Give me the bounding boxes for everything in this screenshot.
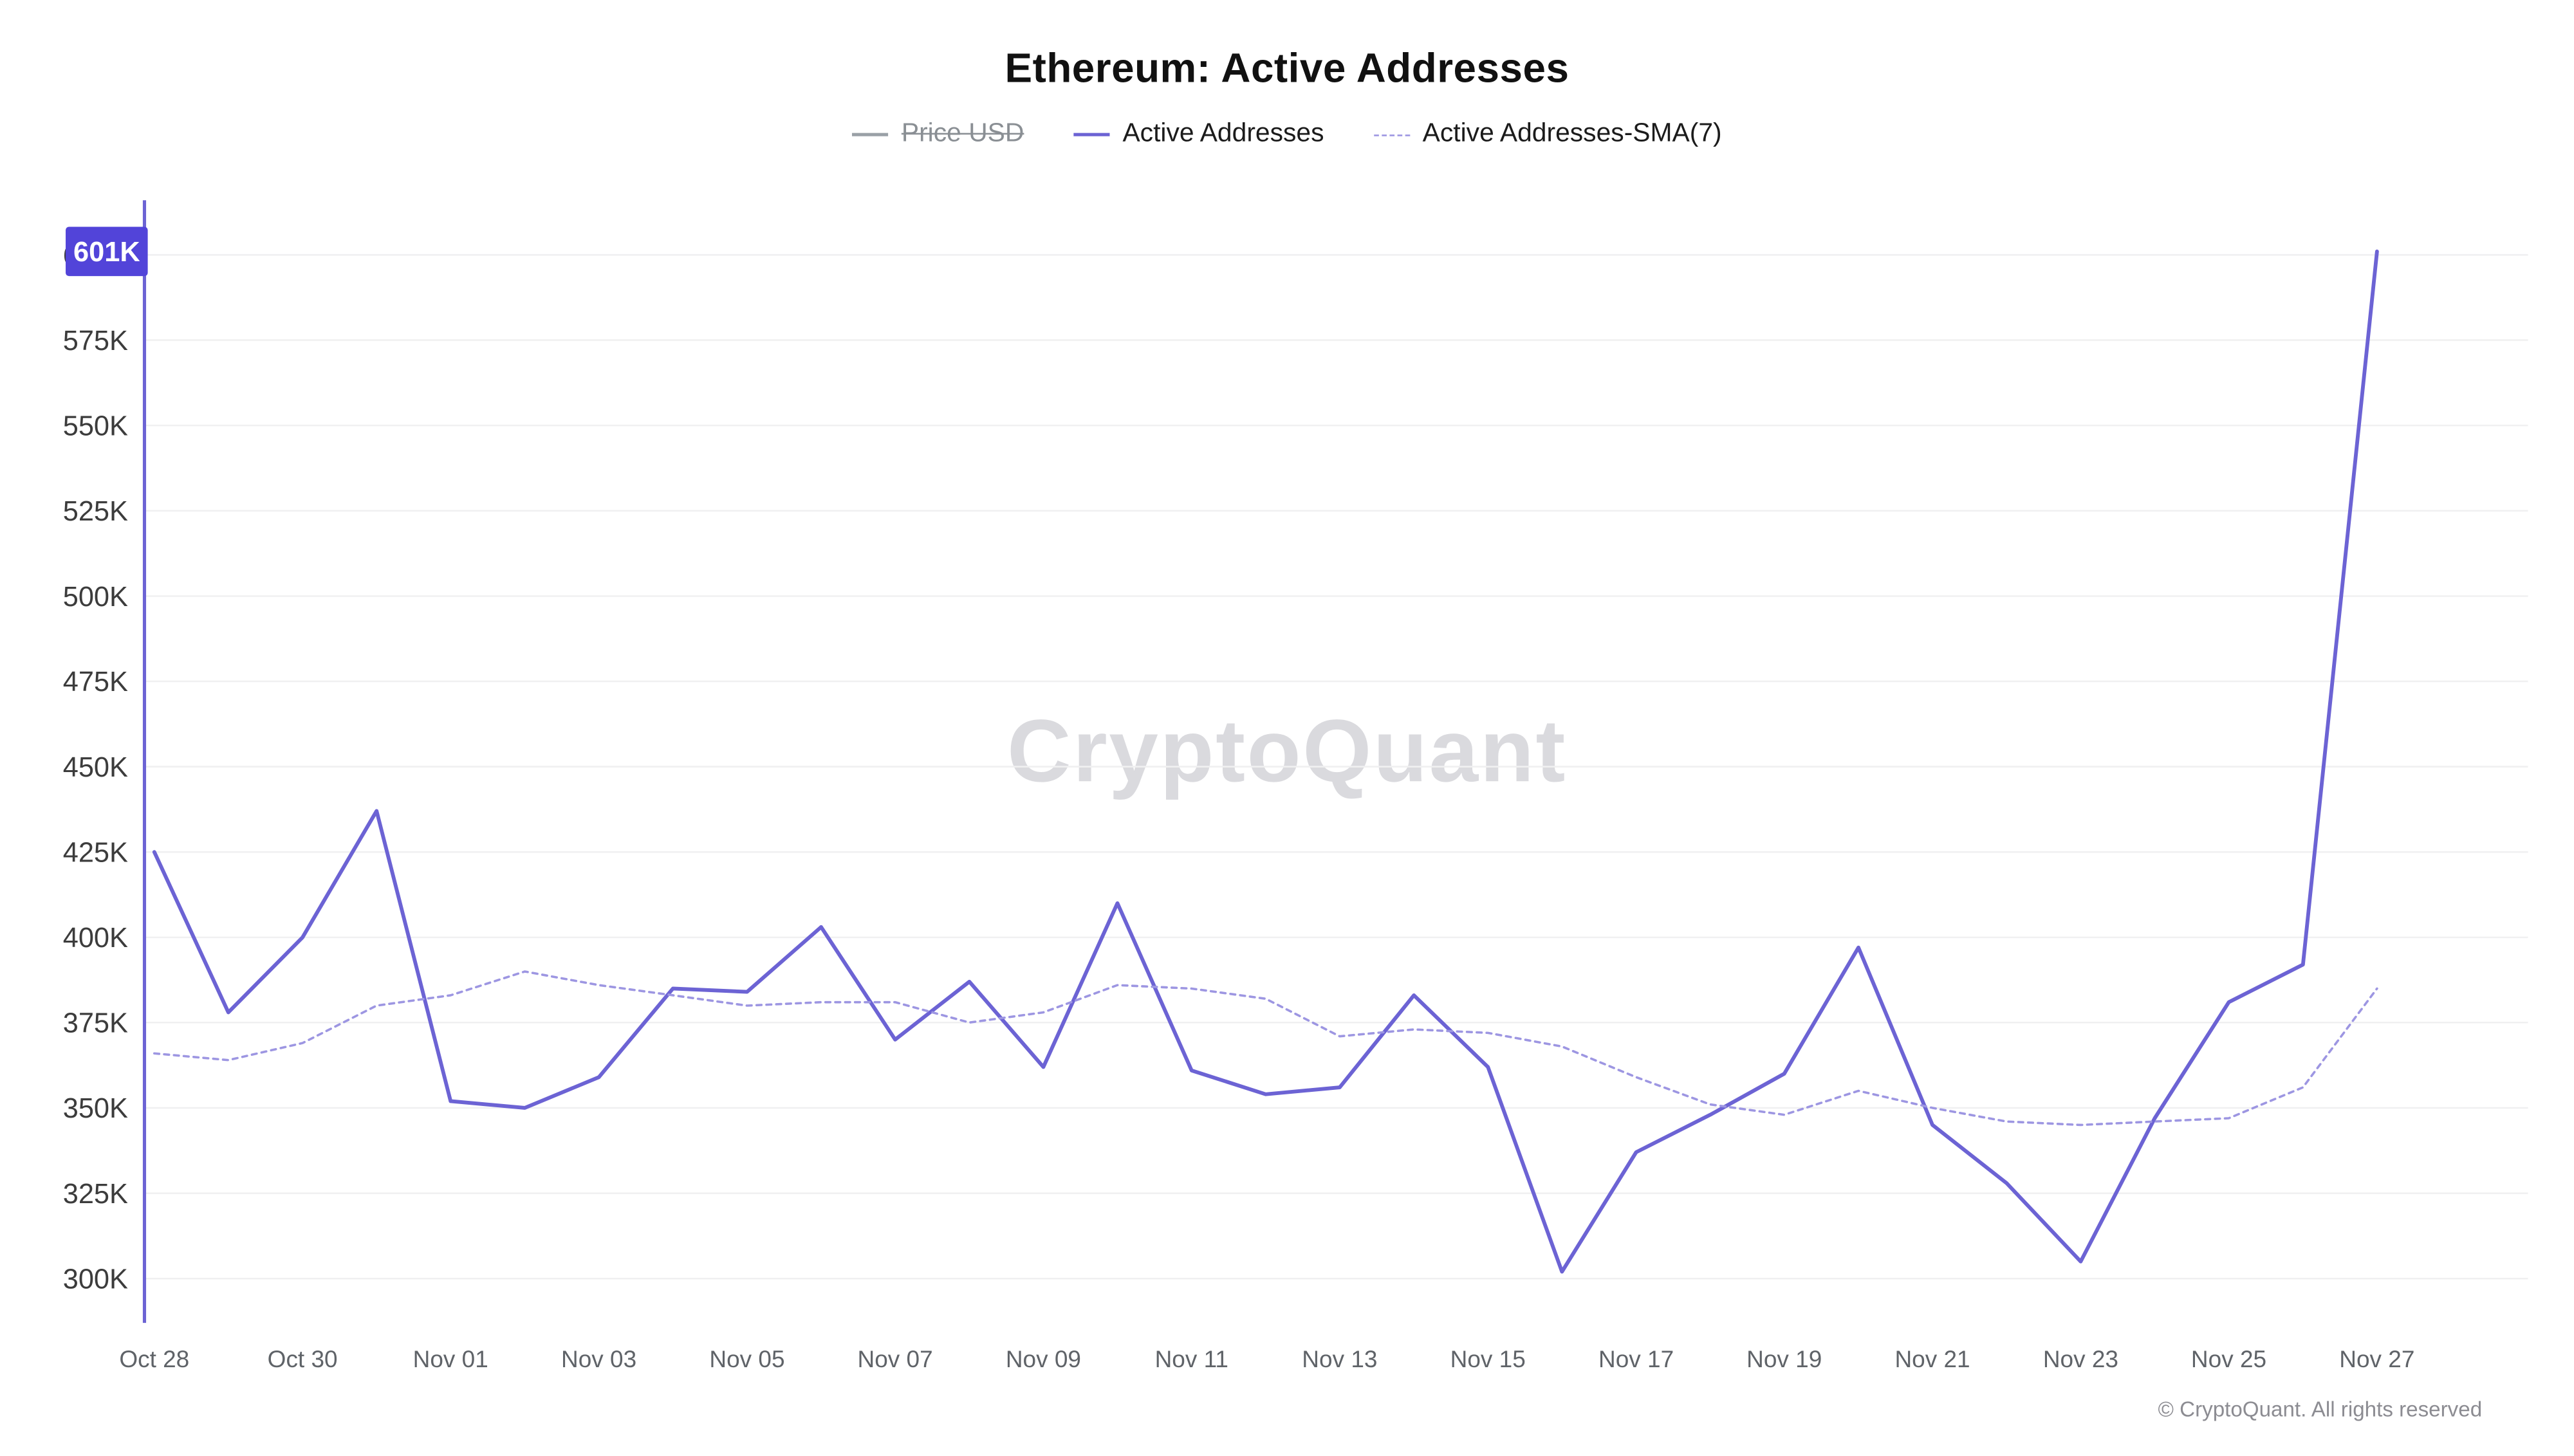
y-tick-label: 300K — [63, 1264, 128, 1295]
y-tick-label: 325K — [63, 1179, 128, 1210]
svg-text:601K: 601K — [73, 237, 140, 268]
line-swatch-icon — [852, 133, 889, 136]
copyright-notice: © CryptoQuant. All rights reserved — [2158, 1396, 2483, 1422]
x-tick-label: Nov 07 — [858, 1346, 933, 1372]
x-tick-label: Nov 21 — [1894, 1346, 1970, 1372]
x-tick-label: Nov 23 — [2043, 1346, 2118, 1372]
y-tick-label: 475K — [63, 667, 128, 697]
last-value-badge: 601K — [66, 226, 148, 277]
x-tick-label: Nov 27 — [2339, 1346, 2414, 1372]
line-swatch-icon — [1073, 133, 1110, 136]
y-tick-label: 525K — [63, 496, 128, 527]
x-tick-label: Oct 28 — [119, 1346, 189, 1372]
legend-item-price-usd[interactable]: Price USD — [852, 120, 1024, 149]
y-tick-label: 350K — [63, 1093, 128, 1124]
y-tick-label: 550K — [63, 411, 128, 442]
legend-label: Price USD — [901, 120, 1024, 148]
series-main-line — [152, 249, 2379, 1274]
y-tick-label: 400K — [63, 923, 128, 954]
chart-header: Ethereum: Active Addresses Price USD Act… — [0, 0, 2574, 149]
x-tick-label: Nov 03 — [561, 1346, 636, 1372]
legend: Price USD Active Addresses Active Addres… — [0, 120, 2574, 149]
y-tick-label: 375K — [63, 1008, 128, 1039]
watermark: CryptoQuant — [1007, 702, 1567, 801]
y-tick-label: 425K — [63, 838, 128, 869]
x-tick-label: Nov 01 — [413, 1346, 488, 1372]
legend-item-active-addresses[interactable]: Active Addresses — [1073, 120, 1324, 149]
legend-label: Active Addresses — [1122, 120, 1324, 148]
x-tick-label: Nov 09 — [1006, 1346, 1081, 1372]
chart-title: Ethereum: Active Addresses — [1005, 46, 1569, 92]
x-tick-label: Nov 17 — [1598, 1346, 1674, 1372]
x-tick-label: Nov 13 — [1302, 1346, 1377, 1372]
dashed-line-swatch-icon — [1373, 133, 1410, 136]
y-tick-label: 575K — [63, 326, 128, 356]
x-tick-label: Nov 05 — [709, 1346, 784, 1372]
y-tick-label: 500K — [63, 582, 128, 613]
x-tick-label: Oct 30 — [268, 1346, 338, 1372]
x-tick-label: Nov 25 — [2191, 1346, 2266, 1372]
x-tick-label: Nov 11 — [1155, 1346, 1228, 1372]
series-sma-line — [153, 970, 2378, 1127]
x-tick-label: Nov 19 — [1746, 1346, 1822, 1372]
y-tick-label: 450K — [63, 752, 128, 783]
legend-item-active-addresses-sma7[interactable]: Active Addresses-SMA(7) — [1373, 120, 1722, 149]
x-tick-label: Nov 15 — [1450, 1346, 1526, 1372]
legend-label: Active Addresses-SMA(7) — [1422, 120, 1722, 148]
